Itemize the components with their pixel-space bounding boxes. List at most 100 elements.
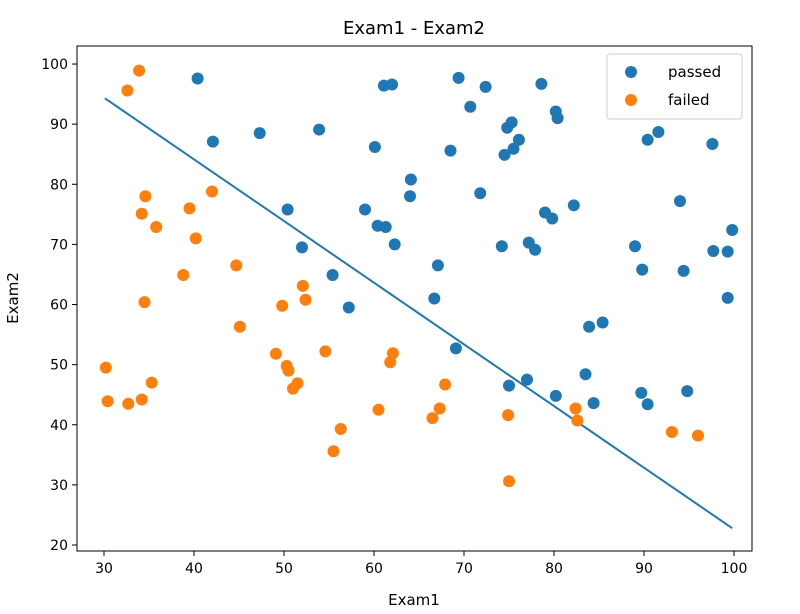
data-point-passed <box>652 125 665 138</box>
data-point-failed <box>269 347 282 360</box>
data-point-passed <box>368 141 381 153</box>
x-tick-label: 80 <box>545 561 563 577</box>
data-point-failed <box>569 402 582 415</box>
data-point-passed <box>505 116 518 129</box>
plot-frame <box>76 45 753 552</box>
data-point-passed <box>464 100 477 113</box>
data-point-failed <box>426 412 439 425</box>
legend-box <box>606 53 743 120</box>
data-point-failed <box>299 293 312 306</box>
data-point-passed <box>529 243 542 256</box>
data-point-failed <box>384 356 397 369</box>
y-axis-title: Exam2 <box>4 272 22 324</box>
data-point-passed <box>404 190 416 203</box>
data-point-passed <box>253 127 266 140</box>
data-point-passed <box>495 240 508 253</box>
data-point-passed <box>479 80 492 93</box>
data-point-failed <box>692 429 704 442</box>
x-tick-label: 60 <box>365 561 383 577</box>
data-point-failed <box>282 364 295 377</box>
data-point-passed <box>379 220 392 233</box>
data-point-failed <box>502 409 515 422</box>
y-tick-label: 90 <box>50 117 68 133</box>
data-point-failed <box>319 345 332 358</box>
data-point-passed <box>636 263 649 276</box>
data-point-failed <box>189 232 202 245</box>
data-point-passed <box>583 320 596 333</box>
data-points <box>99 64 739 488</box>
data-point-failed <box>177 269 190 282</box>
data-point-passed <box>596 316 609 329</box>
data-point-failed <box>133 64 146 77</box>
data-point-failed <box>433 402 446 415</box>
data-point-failed <box>230 259 243 272</box>
data-point-passed <box>674 195 686 208</box>
data-point-failed <box>233 320 246 333</box>
data-point-failed <box>334 422 347 435</box>
data-point-failed <box>291 377 304 390</box>
legend-label-failed: failed <box>668 91 710 109</box>
data-point-failed <box>503 475 515 488</box>
decision-boundary <box>104 97 733 529</box>
legend-marker-passed <box>625 66 637 78</box>
chart-title: Exam1 - Exam2 <box>343 18 485 39</box>
y-tick-label: 40 <box>50 418 68 434</box>
data-point-passed <box>521 373 533 386</box>
data-point-passed <box>296 241 308 254</box>
data-point-passed <box>677 264 690 277</box>
data-point-failed <box>145 376 158 389</box>
data-point-passed <box>449 342 462 355</box>
x-tick-label: 30 <box>95 561 113 577</box>
data-point-passed <box>635 386 648 399</box>
x-tick-label: 70 <box>455 561 473 577</box>
data-point-passed <box>721 245 734 258</box>
data-point-passed <box>386 78 398 91</box>
plot-area <box>76 45 753 552</box>
data-point-failed <box>327 445 340 458</box>
data-point-passed <box>503 379 515 392</box>
legend-marker-failed <box>625 94 637 106</box>
data-point-failed <box>135 207 148 220</box>
data-point-passed <box>641 133 654 146</box>
y-axis: 20 30 40 50 60 70 80 90 100 <box>41 57 77 554</box>
data-point-passed <box>444 144 457 157</box>
data-point-passed <box>567 199 580 212</box>
data-point-passed <box>579 368 592 381</box>
x-tick-label: 90 <box>635 561 653 577</box>
data-point-passed <box>474 187 487 200</box>
x-tick-label: 40 <box>185 561 203 577</box>
data-point-passed <box>546 212 559 225</box>
data-point-passed <box>404 173 417 186</box>
data-point-passed <box>512 133 525 146</box>
data-point-failed <box>101 395 114 408</box>
data-point-passed <box>726 223 739 236</box>
data-point-passed <box>428 292 441 305</box>
data-point-failed <box>665 425 678 438</box>
fit-line <box>104 97 733 529</box>
data-point-passed <box>498 148 511 161</box>
x-tick-label: 100 <box>721 561 748 577</box>
data-point-failed <box>139 190 152 203</box>
data-point-passed <box>313 123 326 136</box>
data-point-passed <box>191 72 204 85</box>
data-point-failed <box>276 299 289 312</box>
x-axis-title: Exam1 <box>388 591 440 609</box>
y-tick-label: 30 <box>50 478 68 494</box>
data-point-failed <box>206 185 218 198</box>
data-point-passed <box>388 238 401 251</box>
data-point-passed <box>707 245 720 258</box>
data-point-failed <box>439 378 452 391</box>
data-point-passed <box>535 77 548 90</box>
data-point-passed <box>206 135 219 148</box>
data-point-failed <box>99 361 112 374</box>
y-tick-label: 100 <box>41 57 68 73</box>
data-point-failed <box>372 403 385 416</box>
data-point-failed <box>571 414 584 427</box>
data-point-passed <box>681 385 694 398</box>
data-point-passed <box>641 398 654 411</box>
data-point-passed <box>326 269 339 282</box>
data-point-passed <box>629 240 641 253</box>
data-point-passed <box>452 71 465 84</box>
data-point-passed <box>551 112 564 125</box>
